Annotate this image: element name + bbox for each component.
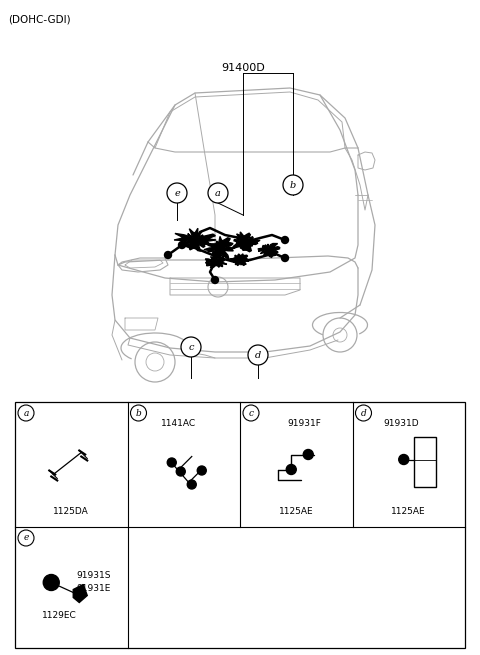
Circle shape xyxy=(167,183,187,203)
Text: c: c xyxy=(249,409,253,417)
Polygon shape xyxy=(229,254,249,265)
Text: d: d xyxy=(360,409,366,417)
Circle shape xyxy=(176,467,185,476)
Text: 1125AE: 1125AE xyxy=(391,506,426,515)
Text: e: e xyxy=(24,534,29,542)
Text: 91931E: 91931E xyxy=(76,584,110,593)
Text: (DOHC-GDI): (DOHC-GDI) xyxy=(8,14,71,24)
Text: e: e xyxy=(174,189,180,198)
Text: 1125DA: 1125DA xyxy=(53,506,89,515)
Circle shape xyxy=(281,255,288,261)
Text: 91931S: 91931S xyxy=(76,571,110,580)
Circle shape xyxy=(281,236,288,244)
Polygon shape xyxy=(231,232,260,252)
Text: b: b xyxy=(136,409,142,417)
Text: 91931D: 91931D xyxy=(383,419,419,428)
Bar xyxy=(15,402,465,648)
Circle shape xyxy=(167,458,176,467)
Circle shape xyxy=(243,405,259,421)
Circle shape xyxy=(18,405,34,421)
Circle shape xyxy=(131,405,146,421)
Text: b: b xyxy=(290,181,296,189)
Text: a: a xyxy=(215,189,221,198)
Circle shape xyxy=(165,252,171,259)
Text: a: a xyxy=(24,409,29,417)
Circle shape xyxy=(197,466,206,475)
Text: 1125AE: 1125AE xyxy=(279,506,313,515)
Circle shape xyxy=(43,574,59,591)
Circle shape xyxy=(212,276,218,284)
Text: 1129EC: 1129EC xyxy=(42,611,77,620)
Polygon shape xyxy=(204,236,235,261)
Circle shape xyxy=(208,183,228,203)
Polygon shape xyxy=(258,244,280,257)
Polygon shape xyxy=(174,228,216,251)
Circle shape xyxy=(181,337,201,357)
Polygon shape xyxy=(73,584,87,603)
Circle shape xyxy=(248,345,268,365)
Circle shape xyxy=(286,464,296,474)
Text: c: c xyxy=(188,343,194,352)
Circle shape xyxy=(187,480,196,489)
Circle shape xyxy=(179,242,185,248)
Circle shape xyxy=(18,530,34,546)
Circle shape xyxy=(399,455,409,464)
Text: 1141AC: 1141AC xyxy=(161,419,196,428)
Circle shape xyxy=(356,405,372,421)
Text: 91931F: 91931F xyxy=(288,419,321,428)
Bar xyxy=(414,436,436,487)
Circle shape xyxy=(283,175,303,195)
Circle shape xyxy=(303,449,313,460)
Polygon shape xyxy=(205,255,227,268)
Text: 91400D: 91400D xyxy=(221,63,265,73)
Text: d: d xyxy=(255,350,261,360)
